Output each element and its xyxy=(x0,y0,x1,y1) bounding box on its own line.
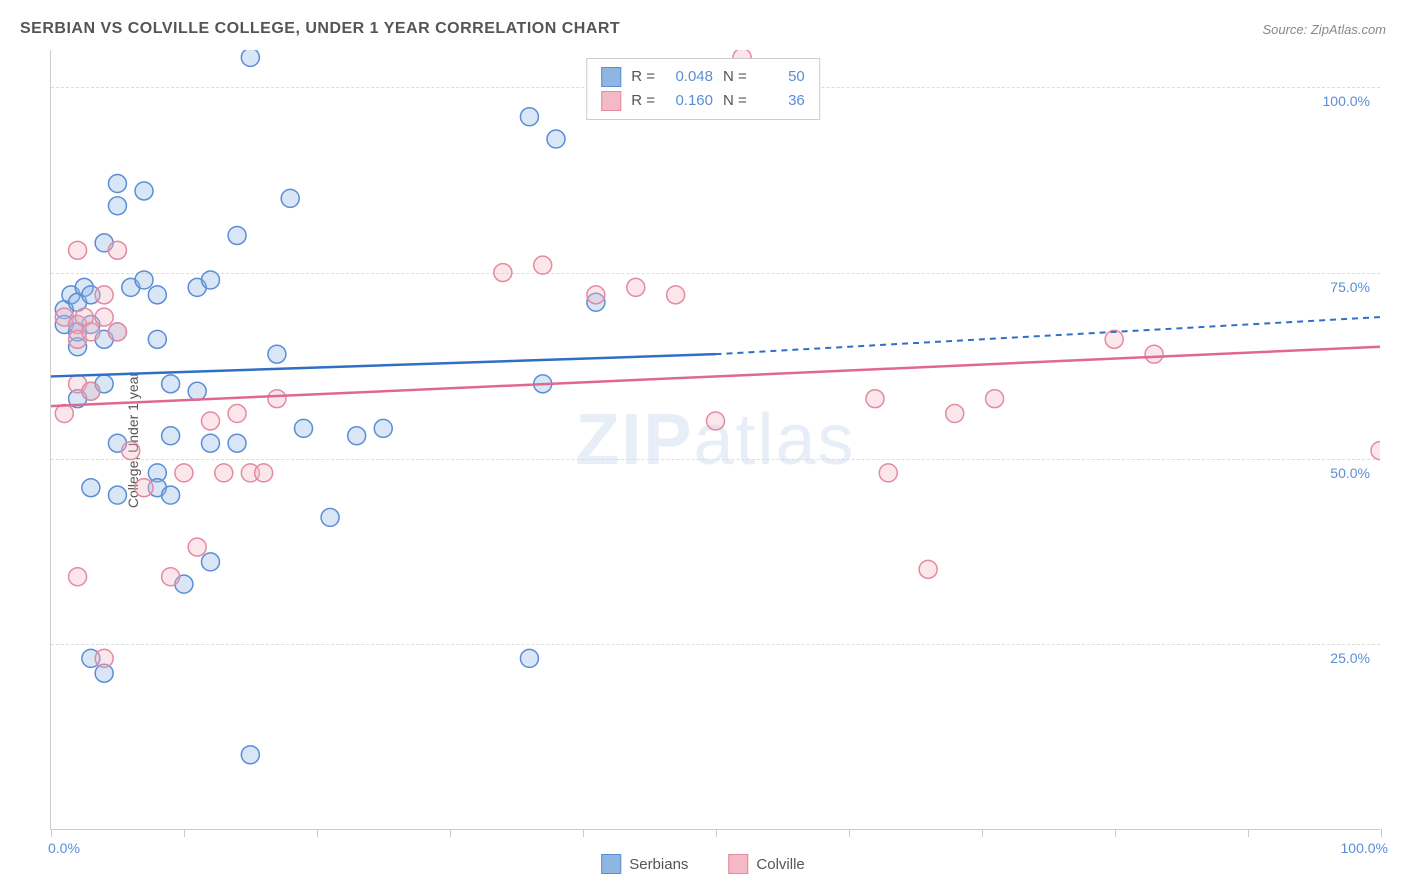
x-tick xyxy=(1248,829,1249,837)
x-tick-right: 100.0% xyxy=(1341,840,1388,856)
n-label: N = xyxy=(723,89,747,113)
r-label: R = xyxy=(631,65,655,89)
x-tick-left: 0.0% xyxy=(48,840,80,856)
r-value-colville: 0.160 xyxy=(665,89,713,113)
r-label: R = xyxy=(631,89,655,113)
legend-item-serbians: Serbians xyxy=(601,854,688,874)
swatch-serbians xyxy=(601,67,621,87)
x-tick xyxy=(716,829,717,837)
chart-title: SERBIAN VS COLVILLE COLLEGE, UNDER 1 YEA… xyxy=(20,20,620,38)
x-tick xyxy=(1115,829,1116,837)
series-legend: Serbians Colville xyxy=(601,854,805,874)
x-tick xyxy=(51,829,52,837)
plot-area: College, Under 1 year ZIPatlas 25.0%50.0… xyxy=(50,50,1380,830)
x-tick xyxy=(450,829,451,837)
x-tick xyxy=(1381,829,1382,837)
swatch-colville xyxy=(601,91,621,111)
legend-row-serbians: R = 0.048 N = 50 xyxy=(601,65,805,89)
legend-label: Colville xyxy=(756,856,804,873)
correlation-legend: R = 0.048 N = 50 R = 0.160 N = 36 xyxy=(586,58,820,120)
x-tick xyxy=(184,829,185,837)
swatch-colville xyxy=(728,854,748,874)
r-value-serbians: 0.048 xyxy=(665,65,713,89)
source-attribution: Source: ZipAtlas.com xyxy=(1262,22,1386,37)
n-value-colville: 36 xyxy=(757,89,805,113)
scatter-plot-svg xyxy=(51,50,1380,829)
n-value-serbians: 50 xyxy=(757,65,805,89)
legend-item-colville: Colville xyxy=(728,854,804,874)
x-tick xyxy=(317,829,318,837)
x-tick xyxy=(982,829,983,837)
legend-row-colville: R = 0.160 N = 36 xyxy=(601,89,805,113)
swatch-serbians xyxy=(601,854,621,874)
x-tick xyxy=(583,829,584,837)
x-tick xyxy=(849,829,850,837)
legend-label: Serbians xyxy=(629,856,688,873)
n-label: N = xyxy=(723,65,747,89)
